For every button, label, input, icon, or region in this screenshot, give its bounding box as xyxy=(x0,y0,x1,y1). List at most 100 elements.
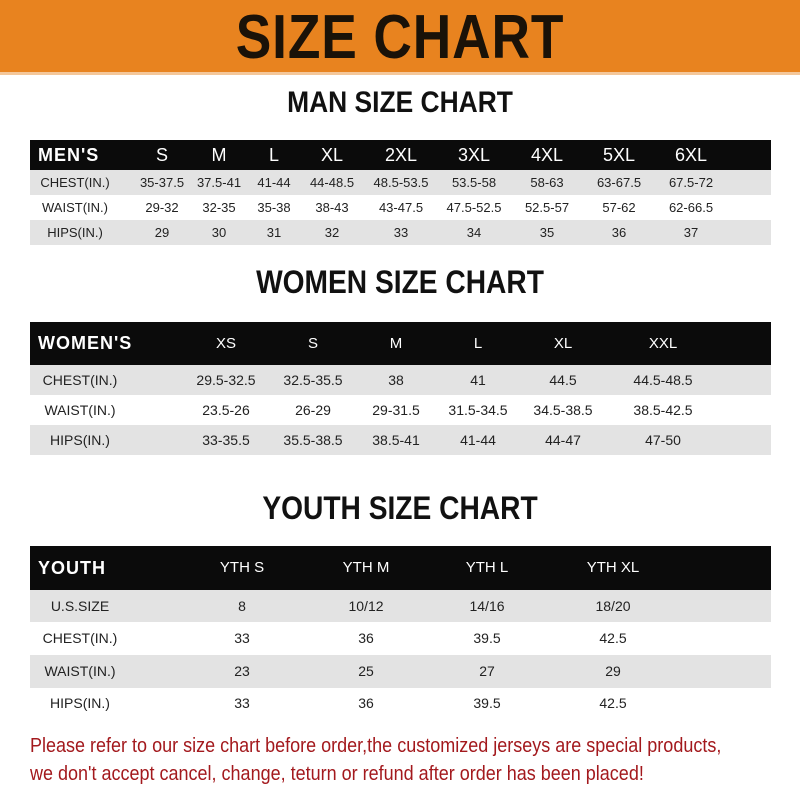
size-column-header: XS xyxy=(215,335,237,352)
youth-table-row: CHEST(IN.) 33 36 39.5 42.5 xyxy=(30,622,771,655)
measurement-value: 36 xyxy=(358,630,374,646)
measurement-value: 34 xyxy=(466,225,482,240)
measurement-value: 35.5-38.5 xyxy=(283,432,343,448)
measurement-value: 47-50 xyxy=(645,432,681,448)
size-column-header: 2XL xyxy=(384,145,418,165)
size-column-header: XL xyxy=(320,145,344,165)
measurement-value: 39.5 xyxy=(473,695,501,711)
measurement-value: 62-66.5 xyxy=(668,200,714,215)
size-column-header: 5XL xyxy=(602,145,636,165)
measurement-value: 23 xyxy=(234,663,250,679)
measurement-value: 29-32 xyxy=(145,200,179,215)
youth-table-row: U.S.SIZE 8 10/12 14/16 18/20 xyxy=(30,590,771,622)
measurement-value: 36 xyxy=(611,225,627,240)
size-column-header: 6XL xyxy=(674,145,708,165)
measurement-value: 36 xyxy=(358,695,374,711)
size-column-header: M xyxy=(211,145,227,165)
measurement-value: 29 xyxy=(605,663,621,679)
measurement-value: 48.5-53.5 xyxy=(373,175,429,190)
measurement-value: 33 xyxy=(393,225,409,240)
size-column-header: L xyxy=(473,335,483,352)
measurement-label: U.S.SIZE xyxy=(50,598,110,614)
measurement-label: WAIST(IN.) xyxy=(44,402,116,418)
measurement-value: 30 xyxy=(211,225,227,240)
measurement-value: 23.5-26 xyxy=(202,402,250,418)
measurement-value: 58-63 xyxy=(530,175,564,190)
measurement-value: 33 xyxy=(234,695,250,711)
measurement-value: 38 xyxy=(388,372,404,388)
men-table-row: WAIST(IN.) 29-32 32-35 35-38 38-43 43-47.5 47.… xyxy=(30,195,771,220)
measurement-label: CHEST(IN.) xyxy=(42,372,118,388)
measurement-label: HIPS(IN.) xyxy=(50,432,110,448)
measurement-value: 52.5-57 xyxy=(524,200,570,215)
measurement-label: CHEST(IN.) xyxy=(42,630,118,646)
men-size-table: MEN'S S M L XL 2XL 3XL 4XL 5XL 6XL CHEST(IN.) 35-37… xyxy=(30,140,771,245)
table-corner-label: MEN'S xyxy=(38,145,100,165)
measurement-value: 67.5-72 xyxy=(668,175,714,190)
size-column-header: S xyxy=(307,335,319,352)
notice-line-1: Please refer to our size chart before or… xyxy=(30,735,722,757)
measurement-value: 34.5-38.5 xyxy=(533,402,593,418)
youth-table-row: HIPS(IN.) 33 36 39.5 42.5 xyxy=(30,688,771,718)
measurement-value: 44-47 xyxy=(545,432,581,448)
size-column-header: 3XL xyxy=(457,145,491,165)
measurement-value: 31.5-34.5 xyxy=(448,402,508,418)
measurement-value: 44-48.5 xyxy=(309,175,355,190)
men-header-row: MEN'S S M L XL 2XL 3XL 4XL 5XL 6XL xyxy=(30,140,771,170)
measurement-label: WAIST(IN.) xyxy=(44,663,116,679)
measurement-value: 41 xyxy=(470,372,486,388)
size-column-header: S xyxy=(155,145,169,165)
size-column-header: XL xyxy=(553,335,573,352)
measurement-value: 44.5-48.5 xyxy=(633,372,693,388)
measurement-value: 26-29 xyxy=(295,402,331,418)
youth-header-row: YOUTH YTH S YTH M YTH L YTH XL xyxy=(30,546,771,590)
measurement-label: WAIST(IN.) xyxy=(42,200,108,215)
measurement-value: 41-44 xyxy=(460,432,496,448)
women-table-row: HIPS(IN.) 33-35.5 35.5-38.5 38.5-41 41-44 44-… xyxy=(30,425,771,455)
men-section-title: MAN SIZE CHART xyxy=(287,86,513,119)
youth-section-title: YOUTH SIZE CHART xyxy=(262,490,538,526)
measurement-value: 32.5-35.5 xyxy=(283,372,343,388)
women-size-table: WOMEN'S XS S M L XL XXL CHEST(IN.) 29.5-32.5 32.5… xyxy=(30,322,771,455)
measurement-value: 53.5-58 xyxy=(451,175,497,190)
measurement-value: 35 xyxy=(539,225,555,240)
measurement-label: CHEST(IN.) xyxy=(40,175,110,190)
size-column-header: YTH XL xyxy=(586,559,640,576)
measurement-value: 29.5-32.5 xyxy=(196,372,256,388)
measurement-value: 38.5-41 xyxy=(372,432,420,448)
measurement-value: 63-67.5 xyxy=(596,175,642,190)
size-column-header: YTH M xyxy=(342,559,390,576)
measurement-value: 57-62 xyxy=(602,200,636,215)
measurement-value: 27 xyxy=(479,663,495,679)
women-table-row: CHEST(IN.) 29.5-32.5 32.5-35.5 38 41 44.5 44.5… xyxy=(30,365,771,395)
measurement-value: 35-37.5 xyxy=(139,175,185,190)
measurement-value: 35-38 xyxy=(257,200,291,215)
measurement-value: 42.5 xyxy=(599,630,627,646)
size-chart-banner: SIZE CHART xyxy=(0,0,800,75)
table-corner-label: WOMEN'S xyxy=(38,333,133,353)
measurement-value: 25 xyxy=(358,663,374,679)
measurement-value: 33-35.5 xyxy=(202,432,250,448)
size-column-header: YTH S xyxy=(219,559,265,576)
men-table-row: HIPS(IN.) 29 30 31 32 33 34 35 36 37 xyxy=(30,220,771,245)
youth-table-row: WAIST(IN.) 23 25 27 29 xyxy=(30,655,771,688)
women-section-title: WOMEN SIZE CHART xyxy=(256,264,544,300)
measurement-value: 32 xyxy=(324,225,340,240)
measurement-value: 39.5 xyxy=(473,630,501,646)
measurement-value: 47.5-52.5 xyxy=(446,200,502,215)
measurement-label: HIPS(IN.) xyxy=(47,225,103,240)
size-column-header: L xyxy=(268,145,280,165)
measurement-value: 10/12 xyxy=(348,598,384,614)
measurement-value: 32-35 xyxy=(202,200,236,215)
measurement-value: 37.5-41 xyxy=(196,175,242,190)
measurement-value: 37 xyxy=(683,225,699,240)
measurement-value: 31 xyxy=(266,225,282,240)
measurement-value: 14/16 xyxy=(469,598,505,614)
measurement-value: 43-47.5 xyxy=(378,200,424,215)
women-table-row: WAIST(IN.) 23.5-26 26-29 29-31.5 31.5-34.5 34… xyxy=(30,395,771,425)
measurement-value: 38-43 xyxy=(315,200,349,215)
measurement-label: HIPS(IN.) xyxy=(50,695,110,711)
men-table-row: CHEST(IN.) 35-37.5 37.5-41 41-44 44-48.5 48.5… xyxy=(30,170,771,195)
measurement-value: 33 xyxy=(234,630,250,646)
size-column-header: YTH L xyxy=(465,559,509,576)
